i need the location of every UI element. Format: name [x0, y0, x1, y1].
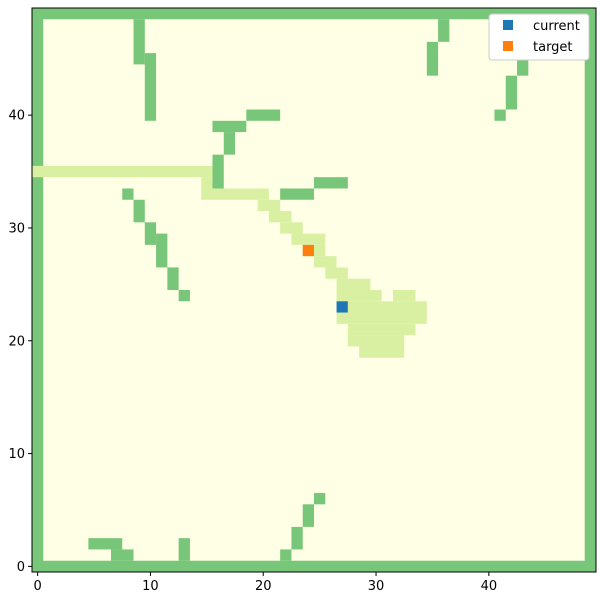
- path-cell-10: [336, 278, 371, 290]
- path-layer: [32, 165, 427, 358]
- path-cell-0: [32, 165, 213, 178]
- wall-cell-13: [212, 120, 247, 133]
- path-cell-4: [268, 211, 292, 223]
- y-tick-label: 10: [8, 447, 25, 462]
- path-cell-15: [347, 323, 416, 336]
- plot-frame: [31, 7, 597, 573]
- y-axis: 0 10 20 30 40: [8, 109, 32, 575]
- path-cell-12: [392, 290, 416, 302]
- path-cell-8: [314, 256, 337, 268]
- x-tick-label: 20: [255, 579, 272, 594]
- wall-cell-6: [438, 19, 450, 42]
- wall-cell-30: [178, 538, 190, 561]
- x-tick-label: 40: [481, 579, 498, 594]
- wall-cell-28: [88, 538, 123, 550]
- path-cell-11: [336, 290, 382, 302]
- wall-cell-24: [314, 493, 326, 505]
- wall-cell-11: [494, 109, 506, 121]
- wall-cell-7: [426, 41, 439, 76]
- y-tick-label: 30: [8, 221, 25, 236]
- wall-cell-21: [156, 233, 168, 268]
- current-marker: [336, 301, 348, 313]
- path-cell-17: [359, 346, 405, 358]
- wall-cell-23: [178, 290, 190, 302]
- wall-cell-29: [110, 549, 134, 561]
- wall-cell-1: [32, 8, 596, 20]
- path-cell-5: [280, 222, 303, 234]
- wall-cell-10: [505, 75, 518, 110]
- y-tick-label: 0: [17, 560, 25, 575]
- path-cell-13: [347, 301, 427, 313]
- legend-box: [488, 13, 590, 61]
- path-cell-6: [291, 233, 326, 245]
- y-tick-label: 20: [8, 334, 25, 349]
- path-cell-16: [347, 335, 405, 347]
- wall-cell-25: [302, 504, 314, 527]
- wall-cell-15: [212, 154, 224, 189]
- y-tick-label: 40: [8, 109, 25, 124]
- x-tick-label: 0: [33, 579, 41, 594]
- path-cell-2: [201, 188, 269, 200]
- legend-marker-target: [503, 41, 513, 51]
- wall-cell-4: [133, 19, 145, 65]
- x-tick-label: 30: [368, 579, 385, 594]
- wall-cell-3: [584, 8, 596, 572]
- wall-cell-22: [167, 267, 179, 290]
- legend: current target: [488, 13, 590, 61]
- wall-cell-18: [122, 188, 134, 200]
- wall-cell-16: [314, 177, 348, 189]
- wall-cell-0: [32, 560, 596, 572]
- wall-cell-5: [144, 53, 157, 121]
- x-tick-label: 10: [142, 579, 159, 594]
- legend-label-current: current: [533, 19, 580, 34]
- legend-marker-current: [503, 20, 513, 30]
- wall-cell-12: [246, 109, 281, 121]
- wall-cell-27: [280, 549, 292, 561]
- wall-layer: [32, 8, 596, 572]
- legend-label-target: target: [533, 40, 573, 55]
- x-axis: 0 10 20 30 40: [33, 572, 497, 594]
- path-cell-1: [201, 177, 213, 189]
- path-cell-14: [336, 312, 427, 324]
- wall-cell-14: [223, 132, 236, 155]
- plot-area: [32, 8, 596, 572]
- target-marker: [302, 244, 314, 257]
- wall-cell-2: [32, 8, 44, 572]
- marker-layer: [302, 244, 348, 313]
- wall-cell-19: [133, 199, 145, 223]
- path-cell-9: [325, 267, 348, 279]
- path-cell-3: [257, 199, 281, 212]
- wall-cell-20: [144, 222, 157, 245]
- wall-cell-26: [291, 526, 303, 550]
- wall-cell-17: [280, 188, 314, 200]
